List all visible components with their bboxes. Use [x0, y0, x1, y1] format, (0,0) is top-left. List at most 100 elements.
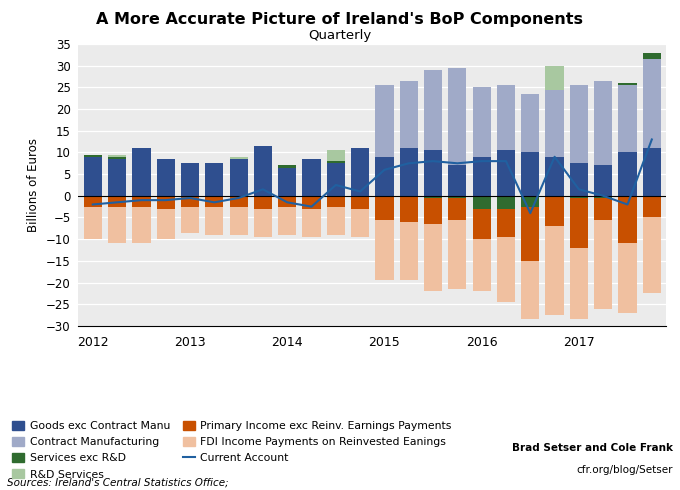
Bar — [594, 220, 612, 309]
Bar — [84, 207, 102, 239]
Bar — [133, 148, 150, 196]
Bar — [424, 198, 442, 224]
Bar — [230, 157, 248, 159]
Bar — [473, 157, 491, 196]
Text: A More Accurate Picture of Ireland's BoP Components: A More Accurate Picture of Ireland's BoP… — [97, 12, 583, 27]
Bar — [230, 207, 248, 235]
Bar — [424, 150, 442, 196]
Bar — [181, 196, 199, 207]
Bar — [133, 207, 150, 244]
Bar — [545, 90, 564, 157]
Bar — [326, 207, 345, 235]
Bar — [400, 81, 418, 148]
Bar — [400, 222, 418, 280]
Bar — [181, 163, 199, 196]
Bar — [521, 261, 539, 319]
Bar — [497, 209, 515, 237]
Bar — [84, 196, 102, 207]
Bar — [570, 198, 588, 248]
Bar — [473, 87, 491, 157]
Bar — [545, 196, 564, 226]
Bar — [400, 196, 418, 222]
Bar — [254, 209, 272, 237]
Bar — [473, 209, 491, 239]
Text: Brad Setser and Cole Frank: Brad Setser and Cole Frank — [512, 443, 673, 453]
Bar — [278, 207, 296, 235]
Bar — [351, 209, 369, 237]
Bar — [594, 81, 612, 166]
Bar — [497, 196, 515, 209]
Bar — [400, 148, 418, 196]
Bar — [254, 146, 272, 196]
Legend: Goods exc Contract Manu, Contract Manufacturing, Services exc R&D, R&D Services,: Goods exc Contract Manu, Contract Manufa… — [12, 421, 452, 480]
Bar — [570, 196, 588, 198]
Bar — [521, 94, 539, 152]
Bar — [133, 196, 150, 207]
Bar — [643, 148, 661, 196]
Bar — [570, 85, 588, 163]
Bar — [618, 85, 636, 152]
Bar — [594, 196, 612, 198]
Bar — [643, 218, 661, 294]
Bar — [108, 157, 126, 159]
Bar — [156, 196, 175, 209]
Bar — [521, 207, 539, 261]
Bar — [278, 168, 296, 196]
Bar — [570, 248, 588, 319]
Bar — [643, 53, 661, 59]
Bar — [351, 196, 369, 209]
Bar — [326, 163, 345, 196]
Bar — [448, 220, 466, 289]
Y-axis label: Billions of Euros: Billions of Euros — [27, 138, 40, 232]
Bar — [497, 237, 515, 302]
Bar — [108, 155, 126, 157]
Bar — [303, 209, 321, 237]
Bar — [473, 196, 491, 209]
Bar — [473, 239, 491, 291]
Bar — [108, 207, 126, 244]
Bar — [326, 196, 345, 207]
Bar — [618, 244, 636, 313]
Bar — [424, 70, 442, 150]
Bar — [618, 83, 636, 85]
Text: Quarterly: Quarterly — [308, 29, 372, 43]
Bar — [448, 68, 466, 166]
Bar — [448, 166, 466, 196]
Bar — [594, 198, 612, 220]
Bar — [326, 150, 345, 161]
Bar — [108, 196, 126, 207]
Bar — [181, 207, 199, 233]
Bar — [545, 226, 564, 315]
Bar — [570, 163, 588, 196]
Bar — [205, 207, 224, 235]
Bar — [108, 159, 126, 196]
Bar — [375, 196, 394, 220]
Bar — [351, 148, 369, 196]
Bar — [618, 152, 636, 196]
Bar — [84, 157, 102, 196]
Bar — [424, 196, 442, 198]
Bar — [448, 196, 466, 198]
Bar — [521, 152, 539, 196]
Bar — [278, 196, 296, 207]
Bar — [424, 224, 442, 291]
Bar — [618, 196, 636, 244]
Bar — [643, 196, 661, 218]
Bar — [643, 59, 661, 148]
Bar — [326, 161, 345, 163]
Text: cfr.org/blog/Setser: cfr.org/blog/Setser — [577, 466, 673, 475]
Bar — [278, 166, 296, 168]
Bar — [375, 220, 394, 280]
Bar — [230, 159, 248, 196]
Bar — [497, 150, 515, 196]
Bar — [205, 196, 224, 207]
Bar — [303, 196, 321, 209]
Bar — [254, 196, 272, 209]
Bar — [303, 159, 321, 196]
Bar — [156, 159, 175, 196]
Bar — [497, 85, 515, 150]
Bar — [375, 85, 394, 157]
Text: Sources: Ireland's Central Statistics Office;: Sources: Ireland's Central Statistics Of… — [7, 478, 228, 488]
Bar — [156, 209, 175, 239]
Bar — [448, 198, 466, 220]
